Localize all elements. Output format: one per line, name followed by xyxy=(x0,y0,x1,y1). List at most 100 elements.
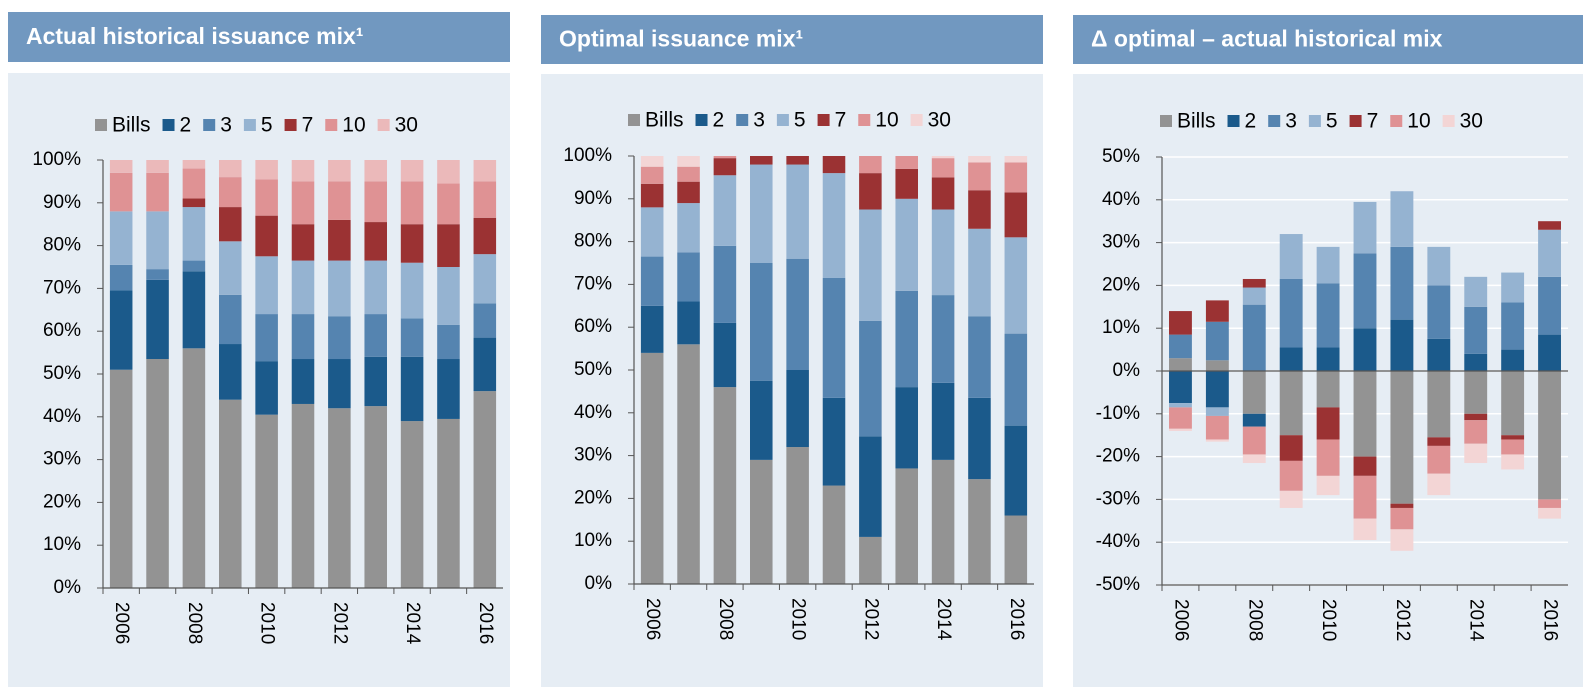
legend-swatch xyxy=(628,114,640,126)
bar-segment xyxy=(328,260,351,317)
bar-segment xyxy=(1316,246,1340,284)
bar-segment xyxy=(291,260,315,315)
y-tick-label: 100% xyxy=(32,149,81,170)
bar-segment xyxy=(182,198,206,208)
bar-segment xyxy=(1427,338,1451,371)
y-tick-label: 0% xyxy=(1113,360,1141,381)
bar-segment xyxy=(859,536,882,584)
bar-segment xyxy=(1390,319,1414,371)
bar-segment xyxy=(109,172,133,212)
bar-segment xyxy=(677,344,700,584)
bar-segment xyxy=(968,479,991,584)
bar-segment xyxy=(968,397,991,480)
bar-segment xyxy=(968,162,991,191)
bar-segment xyxy=(1169,428,1192,431)
bar-segment xyxy=(1353,253,1377,329)
y-tick-label: 80% xyxy=(43,235,81,256)
bar-segment xyxy=(1316,407,1340,440)
bar-segment xyxy=(255,414,278,588)
bar-segment xyxy=(146,160,169,173)
bar-segment xyxy=(1205,360,1229,371)
bar-segment xyxy=(1538,334,1561,371)
bar-segment xyxy=(750,459,773,584)
x-tick-label: 2014 xyxy=(1466,599,1487,642)
bar-segment xyxy=(931,158,955,178)
x-tick-label: 2016 xyxy=(1006,598,1027,640)
bar-segment xyxy=(1390,191,1414,247)
bar-segment xyxy=(400,262,424,319)
legend-label: 3 xyxy=(220,114,232,137)
bar-segment xyxy=(291,314,315,360)
bar-segment xyxy=(328,219,351,261)
bar-segment xyxy=(1004,333,1028,426)
bar-segment xyxy=(1390,507,1414,530)
bar-segment xyxy=(677,301,700,345)
bar-segment xyxy=(328,160,351,182)
bar-segment xyxy=(1538,229,1561,277)
y-tick-label: 90% xyxy=(574,188,612,209)
bar-segment xyxy=(1464,353,1488,371)
bar-segment xyxy=(1169,311,1192,335)
bar-segment xyxy=(1169,403,1192,408)
bar-segment xyxy=(1353,371,1377,457)
x-tick-label: 2010 xyxy=(1318,599,1339,641)
bar-segment xyxy=(1242,413,1266,427)
x-tick-label: 2012 xyxy=(1392,599,1413,641)
bar-segment xyxy=(1538,371,1561,500)
bar-segment xyxy=(146,269,169,280)
y-tick-label: 30% xyxy=(1102,232,1140,253)
y-tick-label: 0% xyxy=(585,573,613,594)
bar-segment xyxy=(1004,515,1028,584)
bar-segment xyxy=(931,209,955,296)
bar-segment xyxy=(400,356,424,422)
bar-segment xyxy=(786,258,809,370)
panel-header xyxy=(8,12,510,62)
bar-segment xyxy=(895,387,918,469)
bar-segment xyxy=(640,207,664,257)
bar-segment xyxy=(822,173,846,278)
bar-segment xyxy=(109,369,133,588)
bar-segment xyxy=(859,436,882,537)
bar-segment xyxy=(822,277,846,398)
bar-segment xyxy=(291,160,315,182)
bar-segment xyxy=(437,324,460,360)
bar-segment xyxy=(473,391,497,588)
y-tick-label: 80% xyxy=(574,231,612,252)
bar-segment xyxy=(1205,300,1229,322)
bar-segment xyxy=(437,267,460,325)
bar-segment xyxy=(1169,371,1192,404)
y-tick-label: -10% xyxy=(1096,403,1140,424)
y-tick-label: -20% xyxy=(1096,446,1140,467)
y-tick-label: 10% xyxy=(43,534,81,555)
bar-segment xyxy=(328,316,351,360)
bar-segment xyxy=(182,260,206,272)
bar-segment xyxy=(473,160,497,182)
bar-segment xyxy=(1316,439,1340,476)
bar-segment xyxy=(1464,276,1488,307)
legend-label: 5 xyxy=(1326,110,1338,133)
bar-segment xyxy=(786,447,809,584)
bar-segment xyxy=(437,224,460,267)
y-tick-label: 20% xyxy=(43,491,81,512)
bar-segment xyxy=(895,198,918,291)
legend-swatch xyxy=(325,119,338,131)
bar-segment xyxy=(1353,456,1377,476)
bar-segment xyxy=(713,175,737,246)
bar-segment xyxy=(1427,371,1451,438)
bar-segment xyxy=(182,160,206,169)
bar-segment xyxy=(255,361,278,415)
bar-segment xyxy=(1279,435,1303,461)
bar-segment xyxy=(1501,439,1525,455)
legend-label: 10 xyxy=(875,109,898,132)
bar-segment xyxy=(1316,347,1340,371)
y-tick-label: 50% xyxy=(574,359,612,380)
legend-label: Bills xyxy=(1177,110,1216,133)
bar-segment xyxy=(1353,518,1377,541)
bar-segment xyxy=(750,380,773,460)
bar-segment xyxy=(895,156,918,169)
y-tick-label: 20% xyxy=(1102,274,1140,295)
bar-segment xyxy=(1427,285,1451,339)
bar-segment xyxy=(750,156,773,165)
bar-segment xyxy=(182,168,206,199)
